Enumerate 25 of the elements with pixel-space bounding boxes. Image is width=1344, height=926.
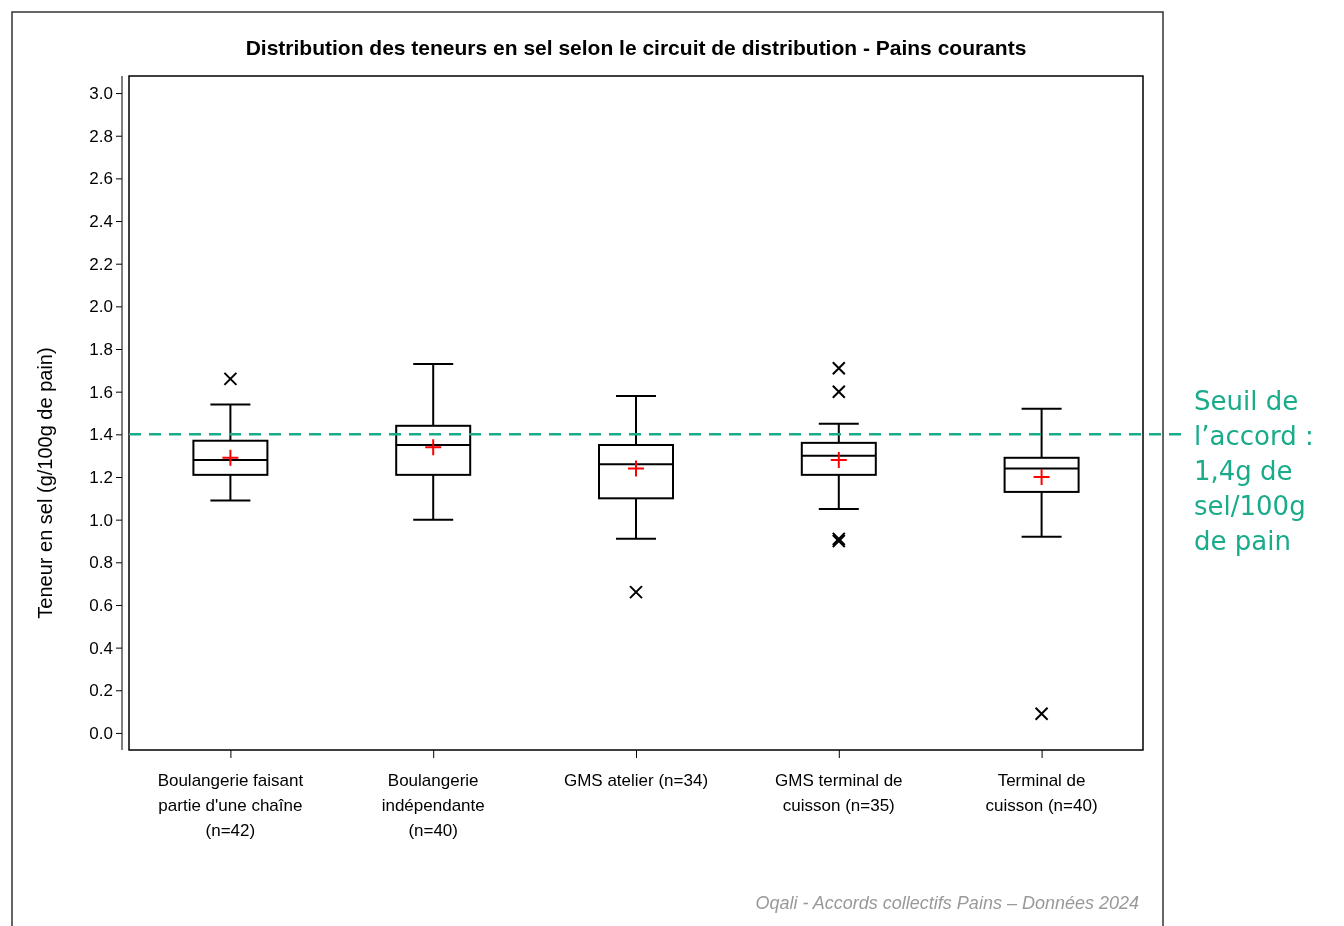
- y-tick-label: 2.8: [89, 126, 113, 146]
- y-tick-label: 0.6: [89, 595, 113, 615]
- y-tick-label: 1.2: [89, 467, 113, 487]
- y-tick-label: 2.0: [89, 297, 113, 317]
- y-tick-label: 1.4: [89, 425, 113, 445]
- y-tick-label: 0.2: [89, 681, 113, 701]
- x-tick-label: Boulangerie indépendante (n=40): [381, 771, 485, 840]
- y-tick-label: 3.0: [89, 84, 113, 103]
- y-tick-label: 2.6: [89, 169, 113, 189]
- y-tick-label: 2.4: [89, 211, 113, 231]
- y-tick-label: 2.2: [89, 254, 113, 274]
- ref-line-label: Seuil de l’accord : 1,4g de sel/100g de pain: [1194, 386, 1314, 556]
- y-tick-label: 1.6: [89, 382, 113, 402]
- x-tick-label: Terminal de cuisson (n=40): [985, 771, 1098, 815]
- y-axis-title: Teneur en sel (g/100g de pain): [34, 347, 56, 619]
- y-tick-label: 0.8: [89, 553, 113, 573]
- y-tick-label: 1.0: [89, 510, 113, 530]
- x-tick-label: GMS atelier (n=34): [563, 771, 709, 790]
- y-tick-label: 0.0: [89, 723, 113, 743]
- y-tick-label: 1.8: [89, 339, 113, 359]
- x-tick-label: Boulangerie faisant partie d'une chaîne (n=42): [157, 771, 304, 840]
- text: Oqali - Accords collectifs Pains – Données 2024: [755, 893, 1139, 913]
- y-tick-label: 0.4: [89, 638, 113, 658]
- x-tick-label: GMS terminal de cuisson (n=35): [775, 771, 903, 815]
- chart-title: Distribution des teneurs en sel selon le circuit de distribution - Pains courants: [245, 36, 1027, 59]
